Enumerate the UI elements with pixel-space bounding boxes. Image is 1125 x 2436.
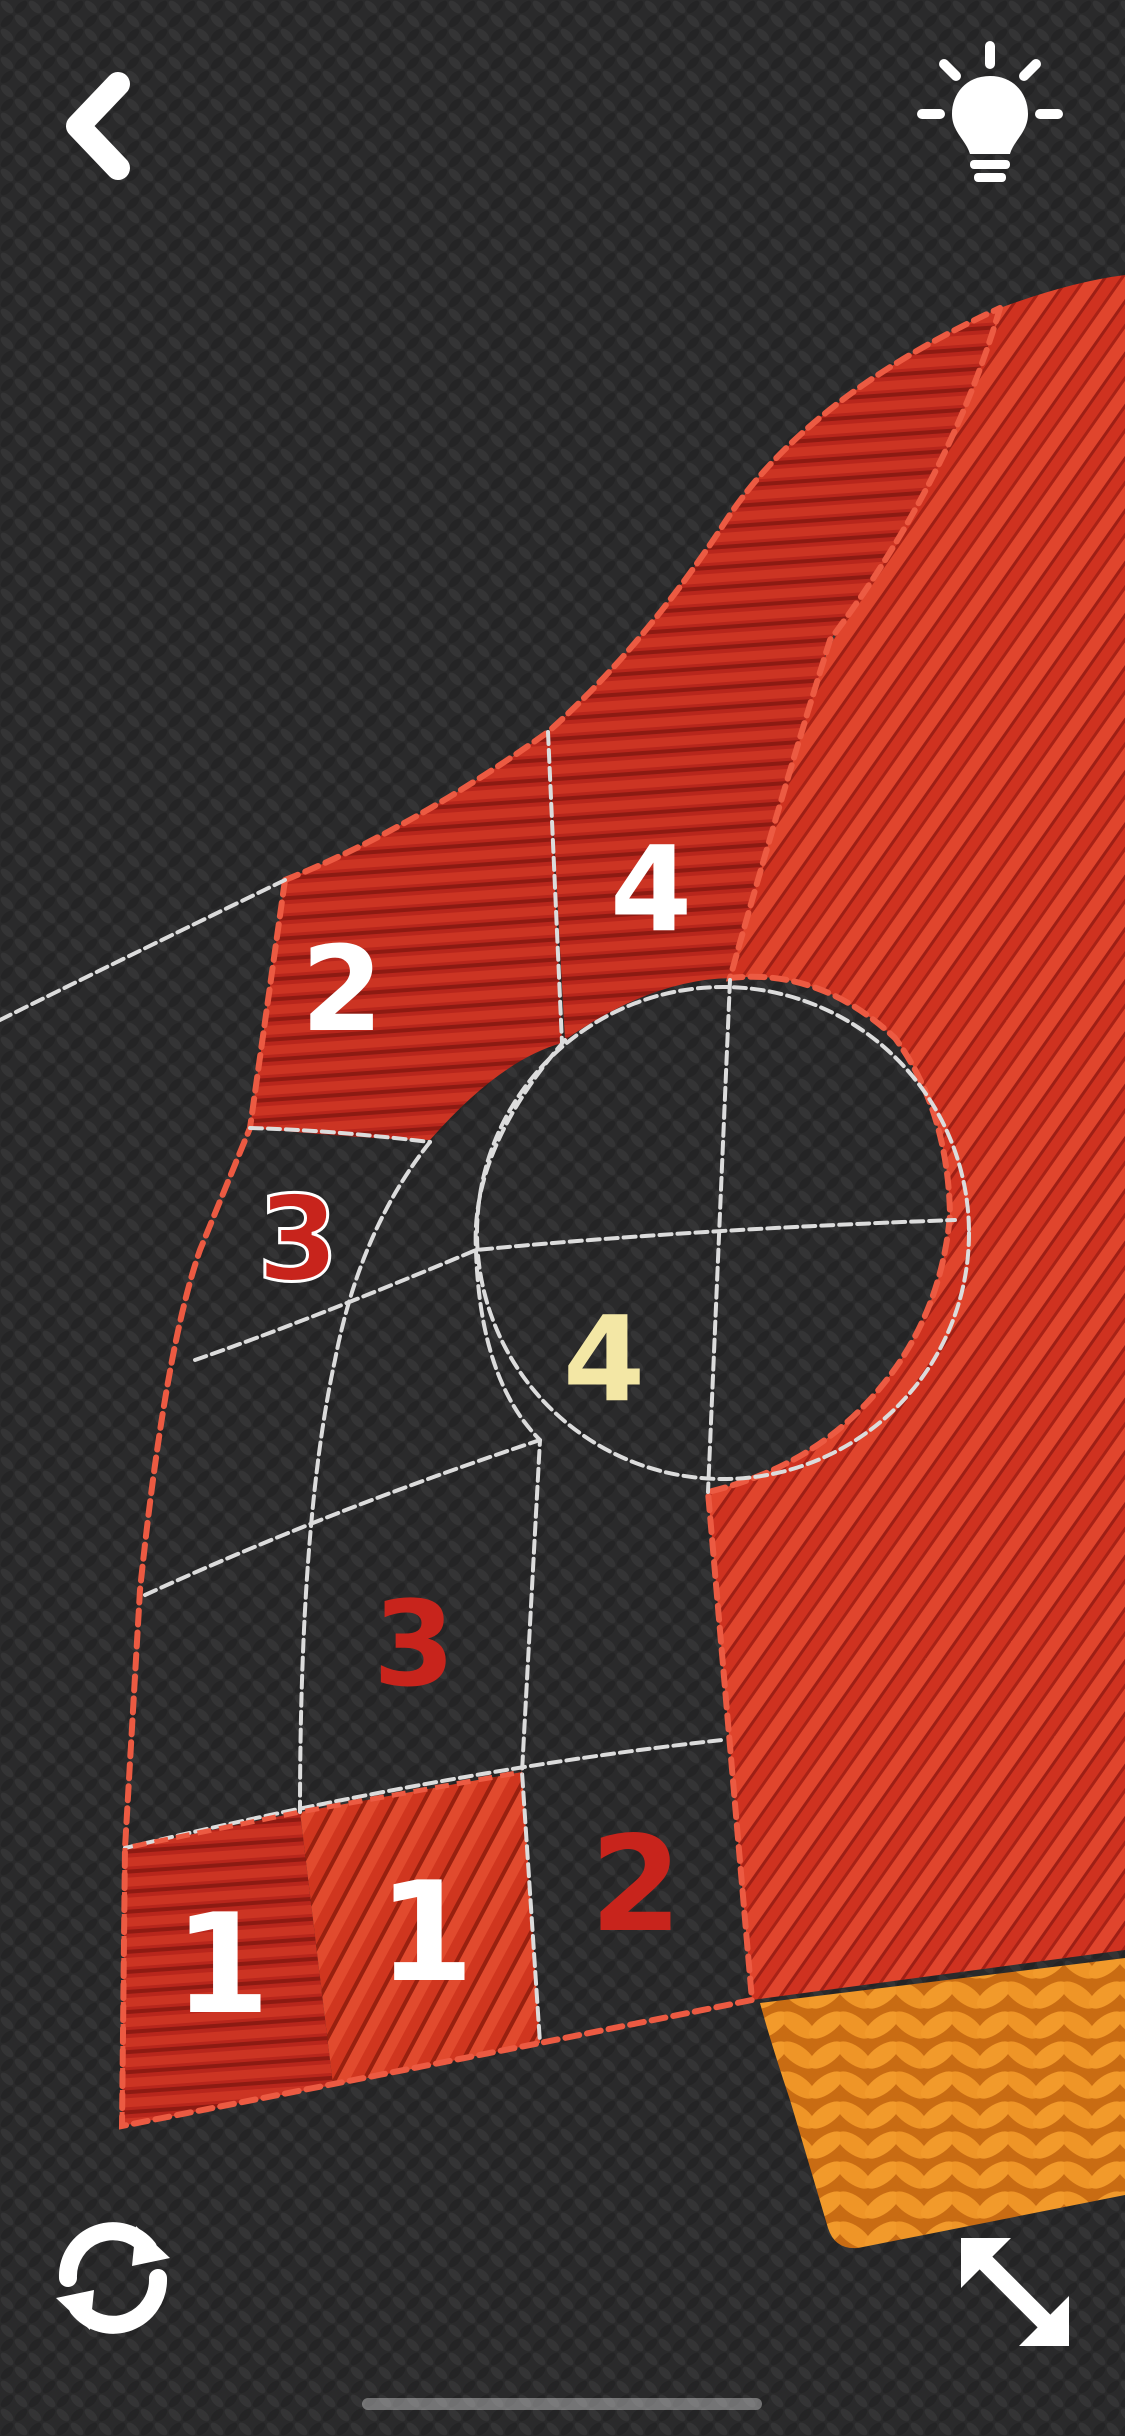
rotate-button[interactable] bbox=[48, 2218, 178, 2338]
home-indicator bbox=[362, 2398, 762, 2410]
inner-outline bbox=[119, 1769, 523, 2127]
chevron-left-icon bbox=[66, 72, 130, 180]
rotate-arrows-icon bbox=[56, 2222, 170, 2334]
region-r7-fill[interactable] bbox=[300, 1772, 540, 2085]
hint-button[interactable] bbox=[910, 40, 1070, 190]
orange-strip-fill bbox=[760, 1958, 1125, 2249]
expand-button[interactable] bbox=[955, 2232, 1075, 2352]
region-r6-fill[interactable] bbox=[122, 1812, 333, 2126]
expand-arrows-icon bbox=[961, 2238, 1069, 2346]
region-r2-fill[interactable] bbox=[548, 308, 1000, 1040]
back-button[interactable] bbox=[48, 66, 148, 186]
puzzle-outline bbox=[118, 305, 1003, 2130]
stitch-grid bbox=[0, 730, 971, 2045]
lightbulb-icon bbox=[917, 41, 1063, 182]
region-r1-fill[interactable] bbox=[250, 732, 562, 1140]
